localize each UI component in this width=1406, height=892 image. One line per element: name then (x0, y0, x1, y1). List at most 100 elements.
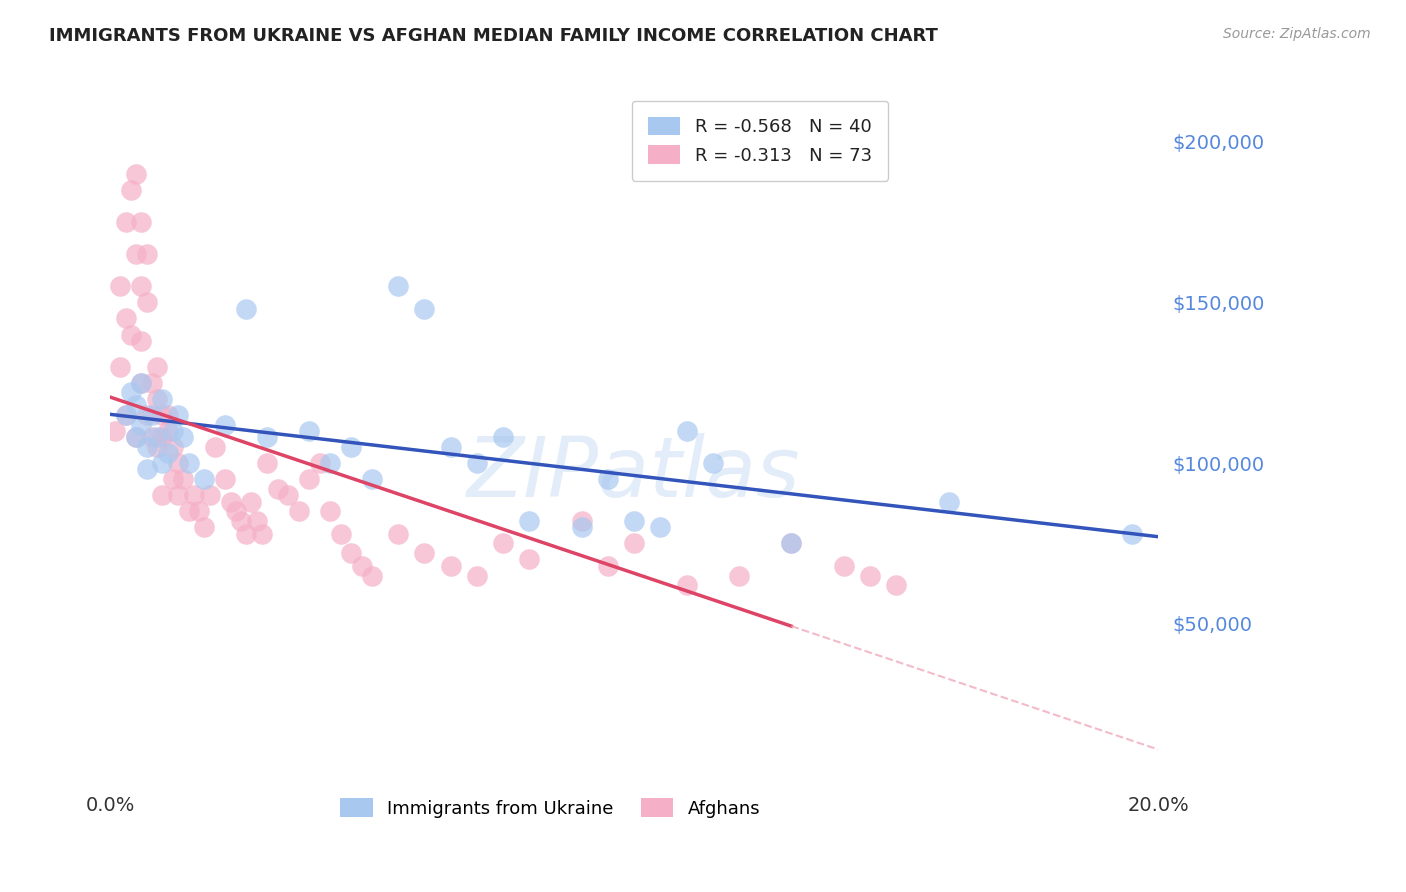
Text: ZIPatlas: ZIPatlas (467, 433, 801, 514)
Point (361, 472, 384, 486)
Point (387, 279, 409, 293)
Point (125, 430, 148, 444)
Point (125, 398, 148, 412)
Point (146, 392, 169, 406)
Point (152, 408, 174, 422)
Text: IMMIGRANTS FROM UKRAINE VS AFGHAN MEDIAN FAMILY INCOME CORRELATION CHART: IMMIGRANTS FROM UKRAINE VS AFGHAN MEDIAN… (49, 27, 938, 45)
Point (156, 424, 179, 438)
Point (702, 456, 724, 470)
Point (152, 392, 174, 406)
Point (152, 488, 174, 502)
Point (675, 578, 697, 592)
Point (141, 408, 163, 422)
Point (780, 536, 803, 550)
Point (214, 472, 236, 486)
Point (131, 215, 153, 229)
Point (225, 504, 247, 518)
Point (135, 247, 157, 261)
Point (172, 430, 194, 444)
Point (287, 504, 309, 518)
Point (156, 446, 179, 460)
Point (832, 558, 855, 573)
Point (135, 440, 157, 454)
Point (229, 514, 252, 528)
Point (110, 359, 132, 374)
Point (152, 430, 174, 444)
Point (340, 440, 363, 454)
Point (204, 440, 226, 454)
Point (167, 456, 190, 470)
Point (146, 359, 169, 374)
Point (298, 424, 321, 438)
Point (125, 167, 148, 181)
Text: Source: ZipAtlas.com: Source: ZipAtlas.com (1223, 27, 1371, 41)
Point (162, 472, 184, 486)
Point (162, 440, 184, 454)
Point (492, 536, 515, 550)
Point (623, 514, 645, 528)
Point (517, 552, 540, 566)
Point (120, 183, 142, 197)
Point (131, 417, 153, 432)
Point (440, 440, 463, 454)
Point (859, 568, 882, 582)
Point (114, 215, 136, 229)
Point (319, 504, 342, 518)
Point (267, 482, 290, 496)
Point (623, 536, 645, 550)
Point (219, 494, 242, 508)
Point (413, 301, 436, 316)
Point (198, 488, 221, 502)
Point (146, 430, 169, 444)
Point (167, 408, 190, 422)
Point (177, 456, 200, 470)
Point (319, 456, 342, 470)
Point (131, 279, 153, 293)
Point (517, 514, 540, 528)
Point (156, 408, 179, 422)
Point (1121, 526, 1143, 541)
Point (183, 488, 205, 502)
Point (246, 514, 269, 528)
Point (131, 334, 153, 348)
Point (596, 472, 619, 486)
Point (167, 488, 190, 502)
Point (884, 578, 907, 592)
Point (277, 488, 299, 502)
Point (596, 558, 619, 573)
Point (308, 456, 330, 470)
Point (114, 408, 136, 422)
Point (141, 430, 163, 444)
Point (135, 408, 157, 422)
Point (193, 472, 215, 486)
Point (114, 311, 136, 326)
Point (104, 424, 127, 438)
Point (235, 301, 257, 316)
Point (675, 424, 697, 438)
Point (250, 526, 273, 541)
Point (188, 504, 211, 518)
Point (350, 558, 373, 573)
Point (141, 376, 163, 390)
Point (172, 472, 194, 486)
Point (131, 376, 153, 390)
Point (492, 430, 515, 444)
Point (235, 526, 257, 541)
Point (465, 568, 488, 582)
Point (298, 472, 321, 486)
Point (780, 536, 803, 550)
Point (329, 526, 352, 541)
Point (162, 424, 184, 438)
Point (465, 456, 488, 470)
Point (114, 408, 136, 422)
Point (135, 462, 157, 476)
Point (240, 494, 263, 508)
Point (571, 514, 593, 528)
Point (110, 279, 132, 293)
Point (256, 430, 278, 444)
Point (120, 327, 142, 342)
Point (125, 247, 148, 261)
Point (135, 295, 157, 310)
Point (120, 385, 142, 400)
Point (650, 520, 672, 534)
